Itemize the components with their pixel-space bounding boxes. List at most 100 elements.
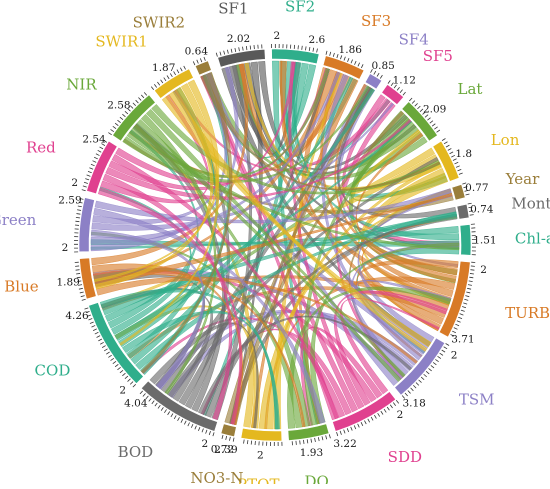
tick-cod bbox=[108, 355, 111, 357]
tick-bod bbox=[181, 419, 183, 423]
segment-label-month: Month bbox=[511, 194, 550, 212]
tick-tsm bbox=[426, 371, 429, 374]
tick-lat bbox=[409, 98, 412, 101]
tick-no3-n bbox=[233, 438, 234, 442]
tick-sdd bbox=[396, 400, 398, 403]
tick-bod bbox=[155, 403, 157, 406]
tick-sf3 bbox=[340, 55, 341, 59]
tick-nir bbox=[117, 120, 120, 122]
tick-ptot bbox=[244, 440, 245, 444]
segment-arc-year bbox=[452, 184, 465, 200]
tick-cod bbox=[89, 318, 93, 319]
tick-sf4 bbox=[380, 75, 382, 78]
tick-swir1 bbox=[184, 66, 186, 70]
value-label-sdd-1: 3.22 bbox=[333, 438, 356, 450]
tick-cod bbox=[97, 336, 101, 338]
tick-lat bbox=[432, 124, 435, 126]
tick-lon bbox=[458, 169, 462, 171]
tick-lat bbox=[427, 118, 430, 121]
tick-lon bbox=[455, 162, 459, 164]
tick-red bbox=[98, 150, 102, 152]
tick-swir1 bbox=[170, 73, 172, 76]
tick-sdd bbox=[378, 413, 380, 416]
tick-lon bbox=[451, 155, 455, 157]
segment-label-green: Green bbox=[0, 211, 37, 229]
value-label-bod-1: 4.04 bbox=[124, 397, 148, 409]
tick-sf1 bbox=[216, 53, 217, 57]
tick-turb bbox=[470, 270, 474, 271]
tick-sf5 bbox=[400, 90, 403, 93]
segment-label-red: Red bbox=[26, 138, 56, 156]
tick-sdd bbox=[354, 425, 356, 429]
value-label-tsm-1: 3.18 bbox=[402, 397, 425, 409]
tick-lat bbox=[437, 130, 440, 132]
tick-red bbox=[89, 168, 93, 170]
tick-turb bbox=[465, 296, 469, 297]
tick-tsm bbox=[413, 385, 416, 388]
tick-sf4 bbox=[377, 73, 379, 76]
tick-turb bbox=[467, 288, 471, 289]
tick-tsm bbox=[442, 350, 445, 352]
ribbons-layer bbox=[91, 61, 459, 429]
tick-tsm bbox=[416, 383, 419, 386]
segment-arc-chl-a bbox=[460, 225, 471, 256]
tick-sf3 bbox=[351, 60, 353, 64]
tick-tsm bbox=[424, 374, 427, 377]
tick-cod bbox=[122, 373, 125, 376]
tick-nir bbox=[115, 123, 118, 125]
tick-sf5 bbox=[403, 92, 406, 95]
segment-label-chl-a: Chl-a bbox=[515, 230, 550, 248]
tick-do bbox=[315, 438, 316, 442]
tick-turb bbox=[469, 277, 473, 278]
tick-swir2 bbox=[204, 57, 205, 61]
value-label-swir2-0: 0.64 bbox=[185, 45, 209, 57]
value-label-red-1: 2.54 bbox=[82, 133, 106, 145]
segment-label-year: Year bbox=[505, 170, 540, 188]
tick-turb bbox=[468, 285, 472, 286]
tick-cod bbox=[95, 332, 99, 334]
tick-cod bbox=[102, 346, 105, 348]
tick-sf1 bbox=[243, 47, 244, 51]
tick-green bbox=[76, 217, 80, 218]
segment-label-sdd: SDD bbox=[388, 448, 422, 466]
tick-do bbox=[300, 440, 301, 444]
tick-bod bbox=[202, 429, 203, 433]
tick-lat bbox=[430, 121, 433, 123]
tick-do bbox=[307, 439, 308, 443]
tick-cod bbox=[125, 376, 128, 379]
tick-bod bbox=[195, 426, 197, 430]
segment-label-turb: TURB bbox=[505, 304, 550, 322]
tick-red bbox=[85, 179, 89, 180]
tick-sf2 bbox=[309, 47, 310, 51]
tick-bod bbox=[206, 430, 207, 434]
tick-tsm bbox=[405, 393, 408, 396]
tick-swir1 bbox=[177, 70, 179, 73]
tick-tsm bbox=[438, 356, 441, 358]
tick-nir bbox=[113, 126, 116, 128]
segment-label-swir1: SWIR1 bbox=[95, 32, 147, 50]
tick-sdd bbox=[381, 411, 383, 414]
segment-arc-no3-n bbox=[221, 424, 236, 437]
tick-sf3 bbox=[358, 63, 360, 67]
tick-do bbox=[318, 437, 319, 441]
tick-turb bbox=[462, 307, 466, 308]
tick-do bbox=[311, 439, 312, 443]
tick-nir bbox=[108, 133, 111, 135]
tick-sdd bbox=[371, 417, 373, 420]
tick-sf1 bbox=[224, 51, 225, 55]
tick-red bbox=[96, 154, 100, 156]
value-label-turb-1: 3.71 bbox=[451, 334, 474, 346]
segment-label-lon: Lon bbox=[491, 131, 520, 149]
tick-red bbox=[91, 164, 95, 166]
value-label-bod-0: 2 bbox=[202, 438, 209, 450]
tick-turb bbox=[452, 331, 456, 333]
tick-lon bbox=[448, 148, 452, 150]
tick-turb bbox=[454, 328, 458, 330]
tick-no3-n bbox=[222, 435, 223, 439]
tick-tsm bbox=[435, 359, 438, 361]
tick-turb bbox=[464, 299, 468, 300]
tick-sf1 bbox=[246, 46, 247, 50]
tick-tsm bbox=[444, 347, 447, 349]
tick-tsm bbox=[419, 380, 422, 383]
tick-bod bbox=[213, 432, 214, 436]
